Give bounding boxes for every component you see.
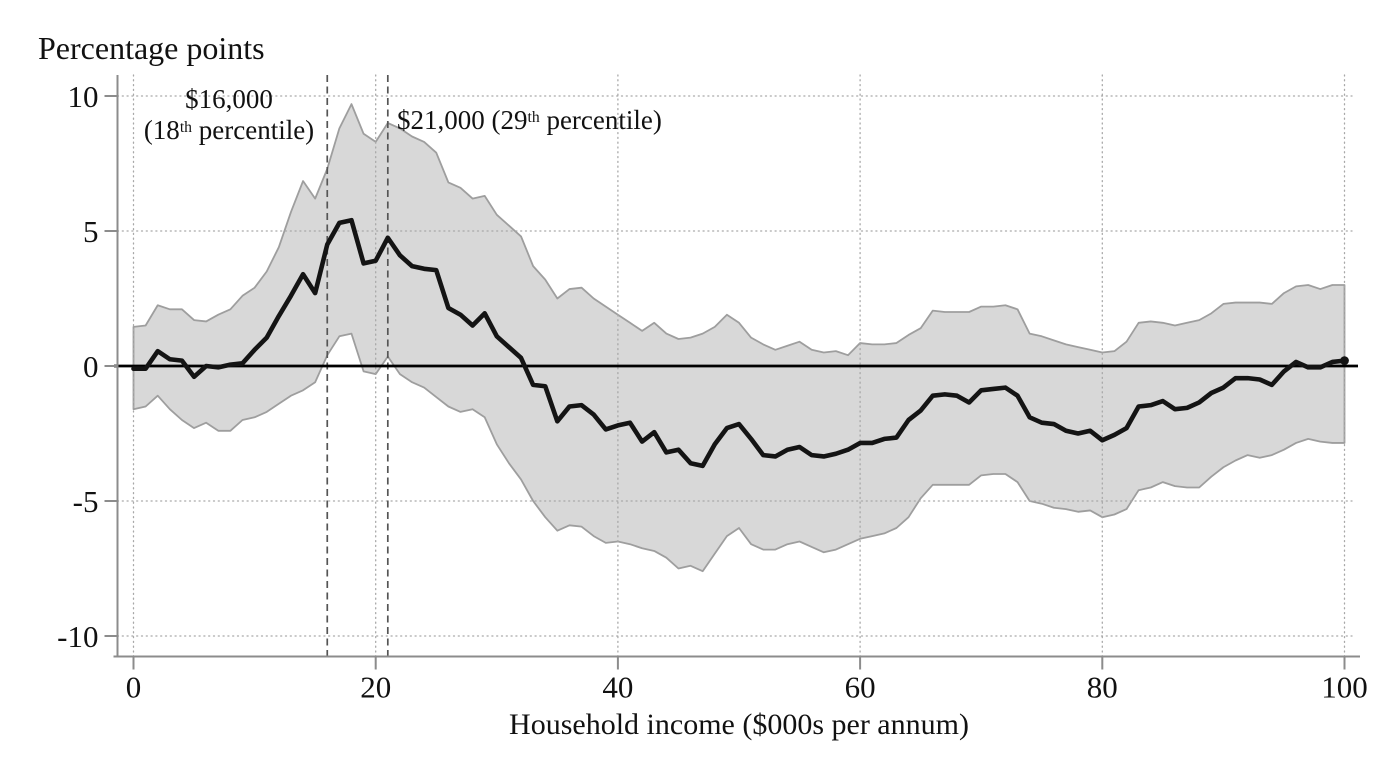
x-axis-title: Household income ($000s per annum): [509, 708, 969, 741]
x-tick-label: 40: [602, 670, 633, 705]
x-tick-label: 100: [1321, 670, 1368, 705]
y-tick-label: -5: [73, 484, 99, 519]
annotation-16k: $16,000 (18th percentile): [128, 84, 330, 146]
x-tick-label: 60: [845, 670, 876, 705]
annotation-21k: $21,000 (29th percentile): [397, 105, 662, 135]
y-tick-label: 10: [68, 79, 99, 114]
x-tick-label: 0: [126, 670, 142, 705]
superscript-th: th: [527, 108, 540, 126]
y-tick-label: 0: [83, 349, 99, 384]
y-tick-label: -10: [57, 619, 98, 654]
ci-band: [132, 103, 1346, 573]
annotation-16k-amount: $16,000: [185, 84, 273, 114]
estimate-line: [131, 217, 1347, 469]
superscript-th: th: [179, 119, 192, 136]
x-tick-label: 20: [360, 670, 391, 705]
annotation-16k-percentile: (18th percentile): [143, 115, 315, 146]
estimate-line-endpoint: [1340, 356, 1349, 365]
chart-title: Percentage points: [38, 30, 265, 66]
x-tick-label: 80: [1087, 670, 1118, 705]
y-tick-label: 5: [83, 214, 99, 249]
